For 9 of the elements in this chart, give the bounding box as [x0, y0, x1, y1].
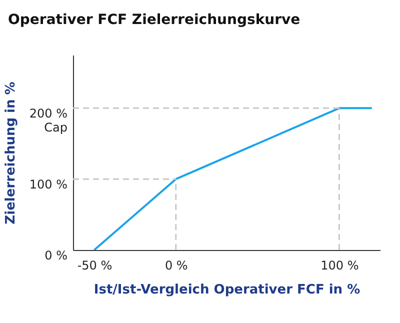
y-tick-label: 100 % — [29, 178, 68, 192]
x-tick-label: 100 % — [320, 258, 359, 272]
y-tick-label: 200 % Cap — [29, 106, 68, 135]
chart-title: Operativer FCF Zielerreichungskurve — [8, 12, 300, 28]
y-tick-label: 0 % — [44, 248, 68, 262]
x-axis-title: Ist/Ist-Vergleich Operativer FCF in % — [94, 282, 360, 298]
y-axis-title: Zielerreichung in % — [3, 82, 18, 224]
x-tick-label: 0 % — [164, 258, 188, 272]
x-tick-label: -50 % — [77, 258, 112, 272]
